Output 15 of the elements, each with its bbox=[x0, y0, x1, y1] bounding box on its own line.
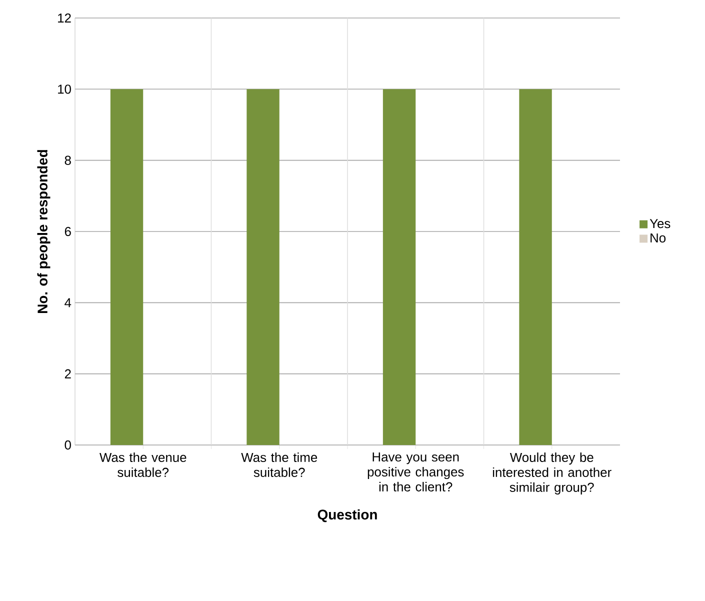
y-tick-label: 12 bbox=[58, 13, 71, 23]
y-tick-label: 6 bbox=[64, 226, 71, 236]
x-axis-title: Question bbox=[318, 509, 377, 522]
x-tick-label: Have you seen positive changes in the client? bbox=[368, 452, 464, 492]
legend-label: No bbox=[650, 233, 666, 243]
x-tick-label: Was the time suitable? bbox=[241, 452, 318, 477]
y-tick-label: 10 bbox=[58, 84, 71, 94]
x-tick-label: Was the venue suitable? bbox=[100, 452, 186, 477]
y-tick-label: 8 bbox=[64, 156, 71, 165]
y-tick-label: 4 bbox=[64, 298, 72, 308]
y-tick-label: 0 bbox=[64, 440, 71, 450]
y-tick-label: 2 bbox=[64, 369, 71, 378]
y-axis-title: No. of people responded bbox=[37, 150, 50, 313]
x-tick-label: Would they be interested in another similair group? bbox=[492, 452, 612, 494]
legend-label: Yes bbox=[650, 219, 670, 228]
